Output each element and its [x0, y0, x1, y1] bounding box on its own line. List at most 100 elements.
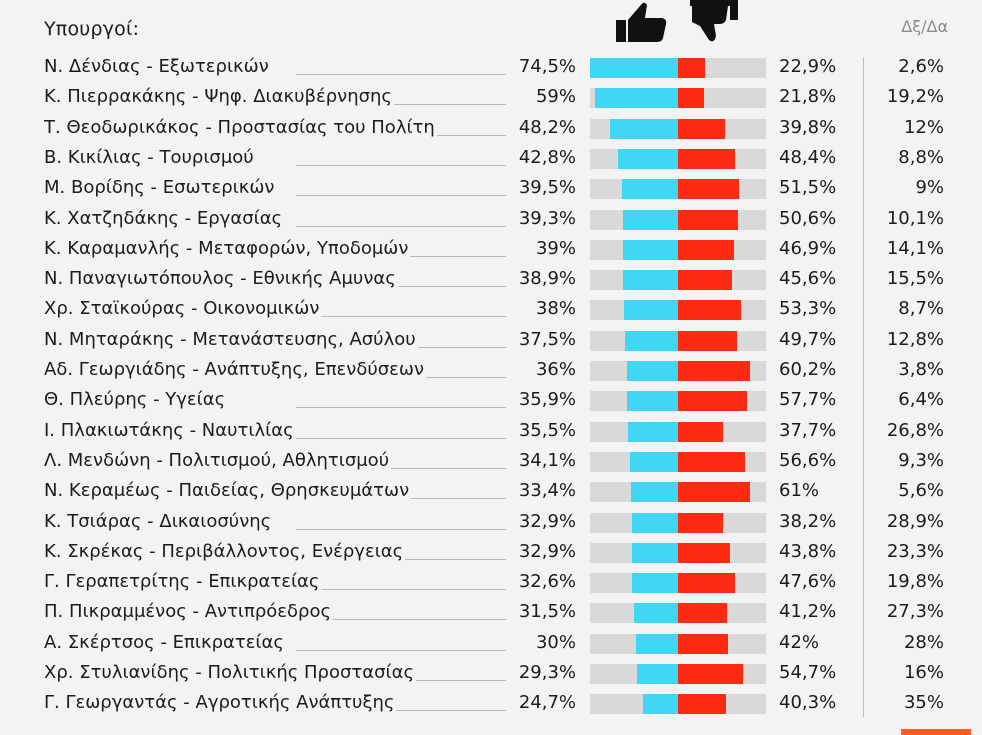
leader-line [296, 437, 506, 439]
disapprove-bar [678, 330, 738, 351]
minister-name: Θ. Πλεύρης - Υγείας [44, 389, 228, 411]
approve-bar [625, 330, 678, 351]
table-row: Κ. Χατζηδάκης - Εργασίας 39,3% 50,6% 10,1% [0, 204, 982, 234]
approve-bar [643, 694, 678, 715]
approve-value: 35,9% [518, 389, 576, 411]
approve-bar [590, 58, 678, 78]
bar-track [590, 88, 766, 109]
disapprove-bar [678, 694, 726, 715]
disapprove-bar [678, 118, 726, 139]
disapprove-bar [678, 664, 743, 684]
bar-track [590, 361, 766, 381]
difference-value: 35% [903, 692, 944, 714]
approve-value: 37,5% [518, 328, 576, 350]
approve-bar [623, 270, 678, 291]
bar-track [590, 542, 766, 563]
bar-track [590, 603, 766, 624]
approve-bar [636, 664, 678, 684]
table-row: Χρ. Στυλιανίδης - Πολιτικής Προστασίας 29… [0, 658, 982, 688]
disapprove-bar [678, 148, 736, 169]
minister-name: Αδ. Γεωργιάδης - Ανάπτυξης, Επενδύσεων [44, 359, 427, 380]
approve-value: 48,2% [518, 116, 576, 138]
approve-bar [622, 209, 678, 230]
table-row: Β. Κικίλιας - Τουρισμού 42,8% 48,4% 8,8% [0, 143, 982, 173]
difference-value: 26,8% [886, 419, 944, 441]
table-row: Τ. Θεοδωρικάκος - Προστασίας του Πολίτη 4… [0, 113, 982, 143]
approve-value: 38% [535, 298, 576, 320]
bar-track [590, 270, 766, 291]
disapprove-value: 54,7% [779, 662, 837, 683]
bar-track [590, 300, 766, 321]
approve-bar [627, 391, 678, 412]
approve-value: 39,3% [518, 207, 576, 229]
disapprove-bar [678, 482, 751, 503]
approve-value: 34,1% [518, 449, 576, 471]
leader-line [296, 407, 506, 409]
table-row: Ι. Πλακιωτάκης - Ναυτιλίας 35,5% 37,7% 26,8… [0, 416, 982, 446]
disapprove-value: 46,9% [779, 237, 837, 259]
leader-line [296, 649, 506, 651]
table-row: Α. Σκέρτσος - Επικρατείας 30% 42% 28% [0, 628, 982, 658]
disapprove-value: 21,8% [779, 86, 837, 108]
leader-line [296, 467, 506, 469]
table-row: Χρ. Σταϊκούρας - Οικονομικών 38% 53,3% 8,7% [0, 294, 982, 324]
difference-value: 10,1% [886, 207, 944, 229]
disapprove-value: 37,7% [779, 419, 837, 441]
table-row: Κ. Τσιάρας - Δικαιοσύνης 32,9% 38,2% 28,9% [0, 507, 982, 537]
page-title: Υπουργοί: [44, 18, 140, 40]
minister-name: Ι. Πλακιωτάκης - Ναυτιλίας [44, 419, 296, 441]
difference-value: 9% [915, 177, 944, 199]
approve-bar [627, 361, 678, 381]
thumbs-down-icon [690, 0, 738, 42]
approve-bar [629, 451, 678, 472]
disapprove-value: 51,5% [779, 177, 837, 199]
disapprove-bar [678, 512, 724, 533]
difference-value: 5,6% [898, 480, 944, 502]
minister-name: Κ. Χατζηδάκης - Εργασίας [44, 207, 285, 229]
minister-name: Κ. Σκρέκας - Περιβάλλοντος, Ενέργειας [44, 540, 406, 562]
table-row: Αδ. Γεωργιάδης - Ανάπτυξης, Επενδύσεων 36… [0, 355, 982, 385]
approve-value: 31,5% [518, 601, 576, 623]
bar-track [590, 633, 766, 654]
difference-value: 19,8% [886, 571, 944, 593]
table-row: Γ. Γεωργαντάς - Αγροτικής Ανάπτυξης 24,7%… [0, 688, 982, 718]
approve-value: 39% [535, 237, 576, 259]
difference-value: 28,9% [886, 510, 944, 532]
table-row: Μ. Βορίδης - Εσωτερικών 39,5% 51,5% 9% [0, 173, 982, 203]
minister-name: Β. Κικίλιας - Τουρισμού [44, 146, 256, 168]
disapprove-bar [678, 239, 734, 260]
approve-value: 30% [535, 631, 576, 653]
disapprove-bar [678, 88, 704, 109]
table-row: Θ. Πλεύρης - Υγείας 35,9% 57,7% 6,4% [0, 385, 982, 415]
bar-track [590, 512, 766, 533]
leader-line [296, 104, 506, 106]
difference-value: 19,2% [886, 86, 944, 108]
leader-line [296, 286, 506, 288]
disapprove-bar [678, 209, 739, 230]
approve-bar [633, 603, 678, 624]
leader-line [296, 316, 506, 318]
difference-value: 16% [903, 662, 944, 683]
approve-bar [631, 542, 678, 563]
approve-value: 36% [535, 359, 576, 380]
minister-name: Λ. Μενδώνη - Πολιτισμού, Αθλητισμού [44, 449, 392, 471]
bar-track [590, 694, 766, 715]
leader-line [296, 710, 506, 712]
approve-value: 32,9% [518, 540, 576, 562]
approve-value: 38,9% [518, 268, 576, 290]
approve-bar [610, 118, 678, 139]
difference-value: 12,8% [886, 328, 944, 350]
disapprove-value: 49,7% [779, 328, 837, 350]
difference-column-header: Δξ/Δα [901, 17, 948, 36]
table-row: Ν. Κεραμέως - Παιδείας, Θρησκευμάτων 33,4… [0, 476, 982, 506]
disapprove-value: 48,4% [779, 146, 837, 168]
disapprove-bar [678, 361, 750, 381]
thumbs-up-icon [616, 2, 667, 43]
corner-accent [901, 729, 971, 735]
difference-value: 3,8% [898, 359, 944, 380]
bar-track [590, 118, 766, 139]
disapprove-value: 60,2% [779, 359, 837, 380]
difference-value: 14,1% [886, 237, 944, 259]
disapprove-bar [678, 421, 723, 442]
minister-name: Ν. Δένδιας - Εξωτερικών [44, 56, 271, 77]
